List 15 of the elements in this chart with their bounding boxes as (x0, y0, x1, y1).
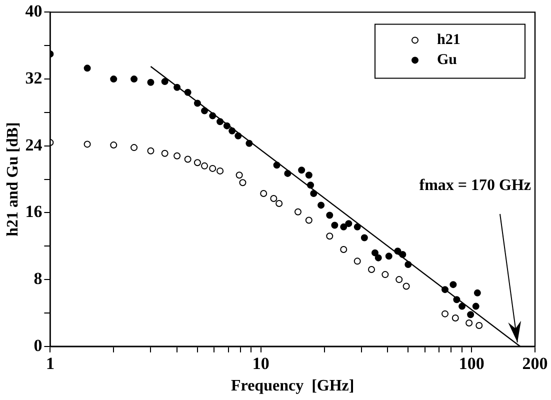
x-tick-label: 10 (252, 354, 270, 373)
x-axis-title: Frequency [GHz] (230, 378, 354, 395)
y-tick-label: 32 (25, 68, 42, 88)
y-axis-title: h21 and Gu [dB] (4, 122, 22, 236)
y-tick-label: 40 (25, 2, 42, 21)
x-tick-label: 200 (522, 354, 548, 373)
x-tick-label: 1 (46, 354, 54, 373)
y-tick-label: 16 (25, 202, 42, 222)
y-tick-label: 8 (34, 268, 42, 288)
y-tick-label: 0 (34, 336, 42, 355)
legend-label: Gu (437, 52, 458, 68)
annotation: fmax = 170 GHz (419, 177, 531, 194)
x-tick-label: 100 (458, 354, 484, 373)
legend-label: h21 (437, 32, 460, 48)
y-tick-label: 24 (25, 135, 43, 154)
